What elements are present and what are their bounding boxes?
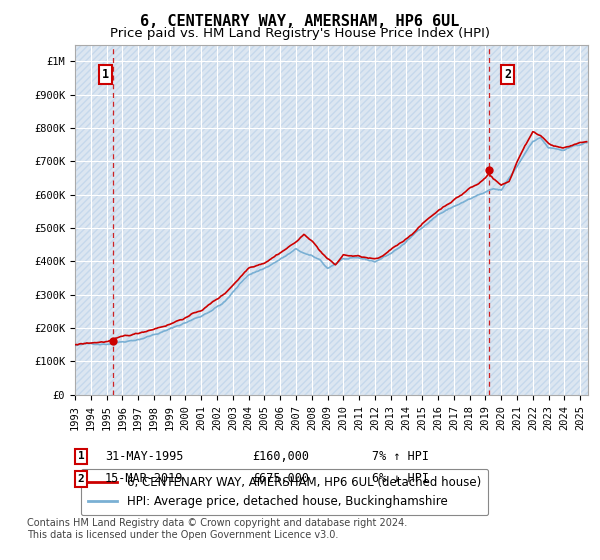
Text: Price paid vs. HM Land Registry's House Price Index (HPI): Price paid vs. HM Land Registry's House … — [110, 27, 490, 40]
Text: 2: 2 — [77, 474, 85, 484]
Legend: 6, CENTENARY WAY, AMERSHAM, HP6 6UL (detached house), HPI: Average price, detach: 6, CENTENARY WAY, AMERSHAM, HP6 6UL (det… — [81, 469, 488, 515]
Text: 2: 2 — [504, 68, 511, 81]
Text: Contains HM Land Registry data © Crown copyright and database right 2024.
This d: Contains HM Land Registry data © Crown c… — [27, 518, 407, 540]
Text: 6% ↓ HPI: 6% ↓ HPI — [372, 472, 429, 486]
Text: £675,000: £675,000 — [252, 472, 309, 486]
Text: 15-MAR-2019: 15-MAR-2019 — [105, 472, 184, 486]
Text: 1: 1 — [102, 68, 109, 81]
Text: £160,000: £160,000 — [252, 450, 309, 463]
Text: 7% ↑ HPI: 7% ↑ HPI — [372, 450, 429, 463]
Text: 31-MAY-1995: 31-MAY-1995 — [105, 450, 184, 463]
Text: 1: 1 — [77, 451, 85, 461]
Text: 6, CENTENARY WAY, AMERSHAM, HP6 6UL: 6, CENTENARY WAY, AMERSHAM, HP6 6UL — [140, 14, 460, 29]
